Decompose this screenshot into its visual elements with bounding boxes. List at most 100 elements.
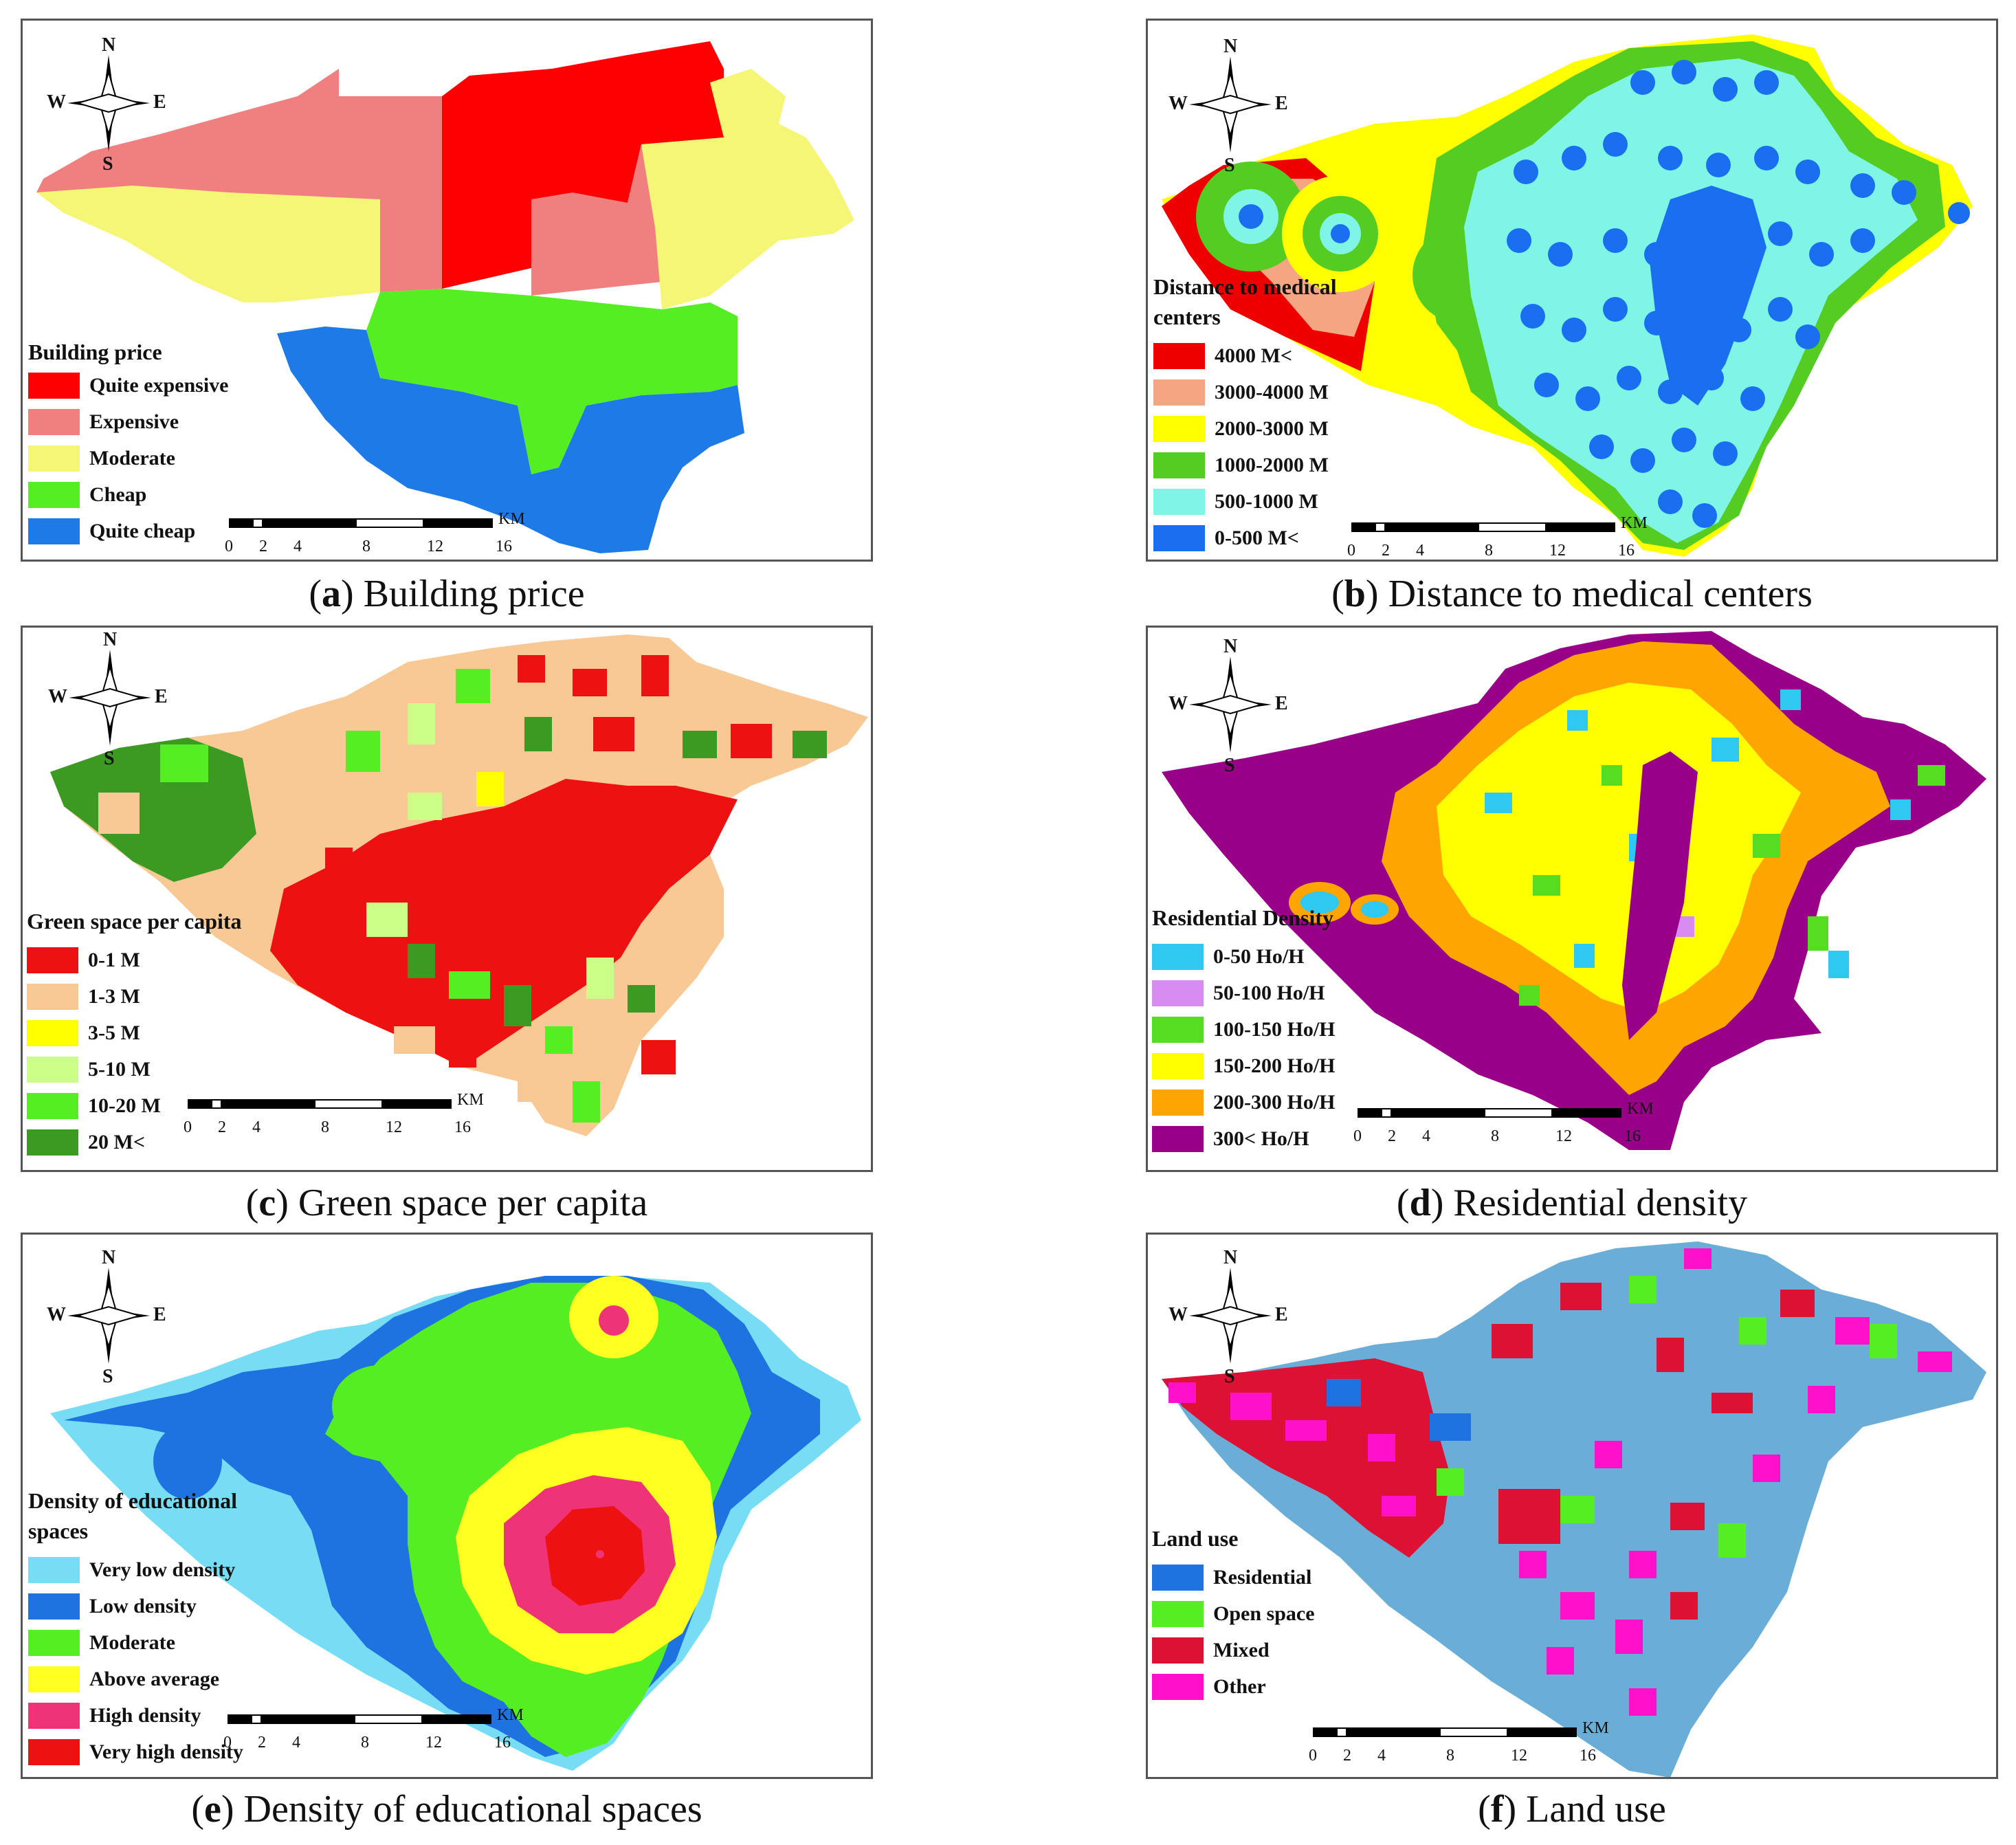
legend-label: Quite cheap xyxy=(89,519,196,542)
caption-letter: a xyxy=(322,573,342,615)
compass-e-label: E xyxy=(153,1304,166,1325)
compass-star-icon xyxy=(1189,656,1272,753)
caption-letter: d xyxy=(1409,1182,1431,1224)
scale-tick: 8 xyxy=(1485,542,1493,560)
scale-bar: 0 2 4 8 12 16 KM xyxy=(225,510,525,560)
scale-tick: 16 xyxy=(1580,1747,1596,1765)
scale-tick: 2 xyxy=(1382,542,1390,560)
legend-swatch xyxy=(27,1092,78,1119)
legend-label: Expensive xyxy=(89,410,179,433)
legend-item: Low density xyxy=(28,1588,255,1624)
legend-swatch xyxy=(1152,980,1204,1006)
legend-label: Mixed xyxy=(1213,1638,1270,1661)
compass-e-label: E xyxy=(153,91,166,113)
edu-moderate-blob xyxy=(332,1365,428,1448)
caption-f: (f) Land use xyxy=(1478,1788,1666,1831)
scale-tick: 4 xyxy=(1422,1127,1430,1145)
scale-unit: KM xyxy=(457,1091,484,1109)
caption-text: Density of educational spaces xyxy=(234,1788,702,1831)
panel-green-space: N S W E Green space per capita 0-1 M 1-3… xyxy=(21,626,873,1172)
legend-item: 150-200 Ho/H xyxy=(1152,1048,1336,1084)
caption-text: Distance to medical centers xyxy=(1378,573,1813,615)
legend-title: Green space per capita xyxy=(27,909,242,933)
map-land-use xyxy=(1162,1241,1986,1777)
legend-label: 5-10 M xyxy=(88,1057,151,1081)
region-cheap xyxy=(366,289,738,474)
legend-swatch xyxy=(28,1738,80,1765)
scale-tick: 2 xyxy=(258,1734,266,1752)
compass-star-icon xyxy=(1189,1268,1272,1364)
legend-item: 20 M< xyxy=(27,1124,242,1160)
compass-star-icon xyxy=(69,650,151,746)
legend-label: 1000-2000 M xyxy=(1215,453,1329,476)
compass-w-label: W xyxy=(47,91,66,113)
legend-item: Moderate xyxy=(28,1624,255,1661)
compass-n-label: N xyxy=(102,1247,116,1268)
edu-very-high xyxy=(545,1506,645,1606)
legend-label: 0-50 Ho/H xyxy=(1213,944,1305,968)
scale-tick: 12 xyxy=(386,1118,402,1136)
legend-swatch xyxy=(28,1593,80,1620)
legend-item: 1-3 M xyxy=(27,978,242,1015)
legend-swatch xyxy=(1152,1564,1204,1591)
map-green-space xyxy=(50,634,868,1136)
legend-swatch xyxy=(1152,1600,1204,1627)
legend-swatch xyxy=(28,408,80,435)
region-quite-cheap xyxy=(277,327,744,553)
map-building-price xyxy=(36,41,854,553)
legend-label: Very high density xyxy=(89,1740,243,1763)
scale-tick: 16 xyxy=(1618,542,1635,560)
legend-swatch xyxy=(1153,488,1205,515)
scale-tick: 2 xyxy=(1388,1127,1396,1145)
caption-c: (c) Green space per capita xyxy=(245,1182,648,1224)
legend-label: Open space xyxy=(1213,1602,1315,1625)
legend-item: Residential xyxy=(1152,1559,1315,1595)
compass-w-label: W xyxy=(47,1304,66,1325)
legend-label: 4000 M< xyxy=(1215,344,1292,367)
legend-label: 200-300 Ho/H xyxy=(1213,1090,1336,1114)
scale-tick: 4 xyxy=(292,1734,300,1752)
green-red-center xyxy=(270,779,738,1068)
compass-s-label: S xyxy=(104,748,115,769)
density-purple-core xyxy=(1622,751,1698,1040)
legend-item: 10-20 M xyxy=(27,1087,242,1124)
legend: Green space per capita 0-1 M 1-3 M 3-5 M… xyxy=(27,906,242,1160)
legend-swatch xyxy=(28,1666,80,1692)
map-educational-density xyxy=(50,1276,861,1771)
map-distance-medical xyxy=(1162,34,1973,557)
legend-swatch xyxy=(27,947,78,973)
scale-tick: 4 xyxy=(293,538,302,555)
legend-label: 100-150 Ho/H xyxy=(1213,1017,1336,1041)
legend-swatch xyxy=(1152,1016,1204,1043)
scale-bar: 0 2 4 8 12 16 KM xyxy=(1347,514,1648,560)
scale-tick: 2 xyxy=(218,1118,226,1136)
legend-label: 300< Ho/H xyxy=(1213,1127,1309,1150)
scale-tick: 4 xyxy=(1377,1747,1386,1765)
scale-tick: 12 xyxy=(427,538,443,555)
compass-w-label: W xyxy=(1168,1304,1188,1325)
legend-item: Quite expensive xyxy=(28,367,229,404)
scale-unit: KM xyxy=(1582,1719,1609,1737)
legend-label: 10-20 M xyxy=(88,1094,161,1117)
scale-tick: 0 xyxy=(1353,1127,1362,1145)
legend-title: Land use xyxy=(1152,1526,1239,1551)
compass-rose: N S W E xyxy=(1168,1247,1288,1387)
legend-title: Density of educational spaces xyxy=(28,1488,237,1543)
compass-s-label: S xyxy=(1224,1366,1235,1387)
compass-w-label: W xyxy=(1168,693,1188,714)
legend-item: 1000-2000 M xyxy=(1153,447,1346,483)
scale-tick: 2 xyxy=(259,538,267,555)
legend-item: 4000 M< xyxy=(1153,338,1346,374)
legend: Density of educational spaces Very low d… xyxy=(28,1485,255,1770)
caption-letter: e xyxy=(204,1788,221,1831)
compass-s-label: S xyxy=(102,153,113,175)
legend-item: 100-150 Ho/H xyxy=(1152,1011,1336,1048)
legend-swatch xyxy=(28,518,80,544)
compass-s-label: S xyxy=(1224,155,1235,176)
scale-tick: 12 xyxy=(1555,1127,1572,1145)
scale-tick: 0 xyxy=(225,538,233,555)
scale-bar: 0 2 4 8 12 16 KM xyxy=(1309,1719,1609,1771)
scale-tick: 0 xyxy=(223,1734,232,1752)
green-patches xyxy=(98,655,827,1123)
panel-land-use: N S W E Land use Residential Open space … xyxy=(1146,1233,1998,1779)
